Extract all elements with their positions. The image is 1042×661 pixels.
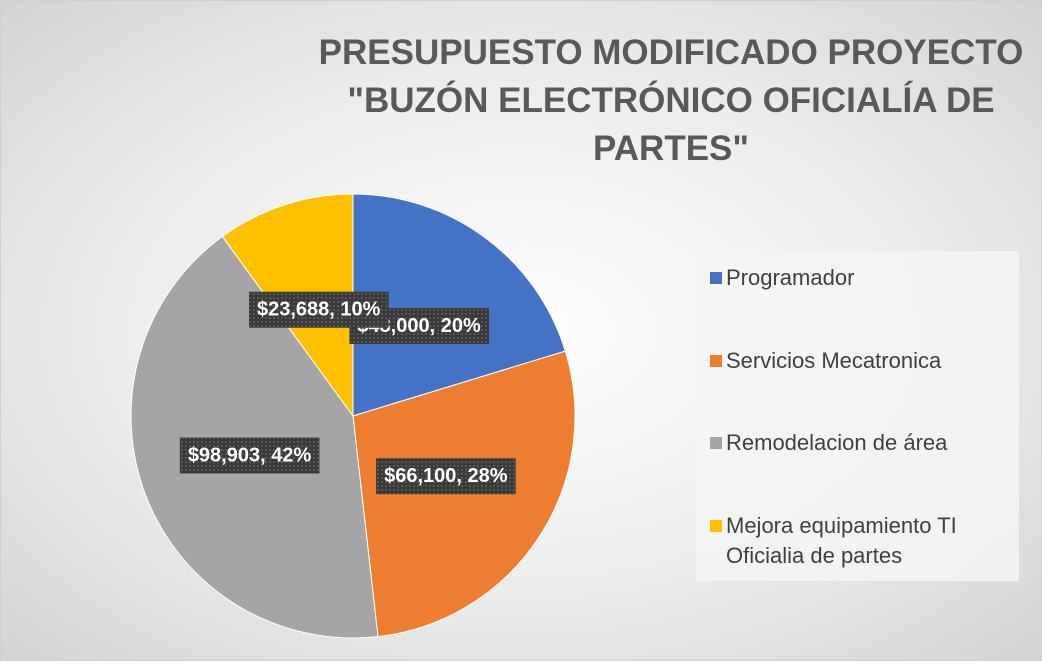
- legend-item: Programador: [710, 263, 1015, 293]
- data-label-box: [376, 458, 516, 495]
- legend-swatch: [710, 272, 722, 284]
- data-label: $23,688, 10%: [248, 291, 389, 328]
- data-label-text: $23,688, 10%: [257, 299, 381, 321]
- legend-label: Remodelacion de área: [726, 430, 948, 455]
- pie-slice: [352, 193, 566, 417]
- legend-label: Servicios Mecatronica: [726, 348, 942, 373]
- legend: Programador Servicios Mecatronica Remodela…: [696, 251, 1019, 581]
- legend-item: Servicios Mecatronica: [710, 346, 1015, 376]
- data-label-text: $98,903, 42%: [188, 444, 312, 466]
- legend-swatch: [710, 355, 722, 367]
- data-label-text: $66,100, 28%: [384, 465, 508, 487]
- data-label: $98,903, 42%: [179, 437, 320, 474]
- pie-slice: [130, 235, 379, 639]
- legend-swatch: [710, 437, 722, 449]
- legend-label: Mejora equipamiento TI Oficialia de part…: [726, 513, 957, 568]
- chart-title: PRESUPUESTO MODIFICADO PROYECTO "BUZÓN E…: [318, 33, 1024, 168]
- data-label: $66,100, 28%: [376, 458, 516, 495]
- legend-swatch: [710, 520, 722, 532]
- legend-label: Programador: [726, 265, 855, 290]
- data-label-box: [248, 291, 389, 328]
- legend-item: Remodelacion de área: [710, 428, 1015, 458]
- data-label-box: [179, 437, 320, 474]
- legend-item: Mejora equipamiento TI Oficialia de part…: [710, 511, 1015, 571]
